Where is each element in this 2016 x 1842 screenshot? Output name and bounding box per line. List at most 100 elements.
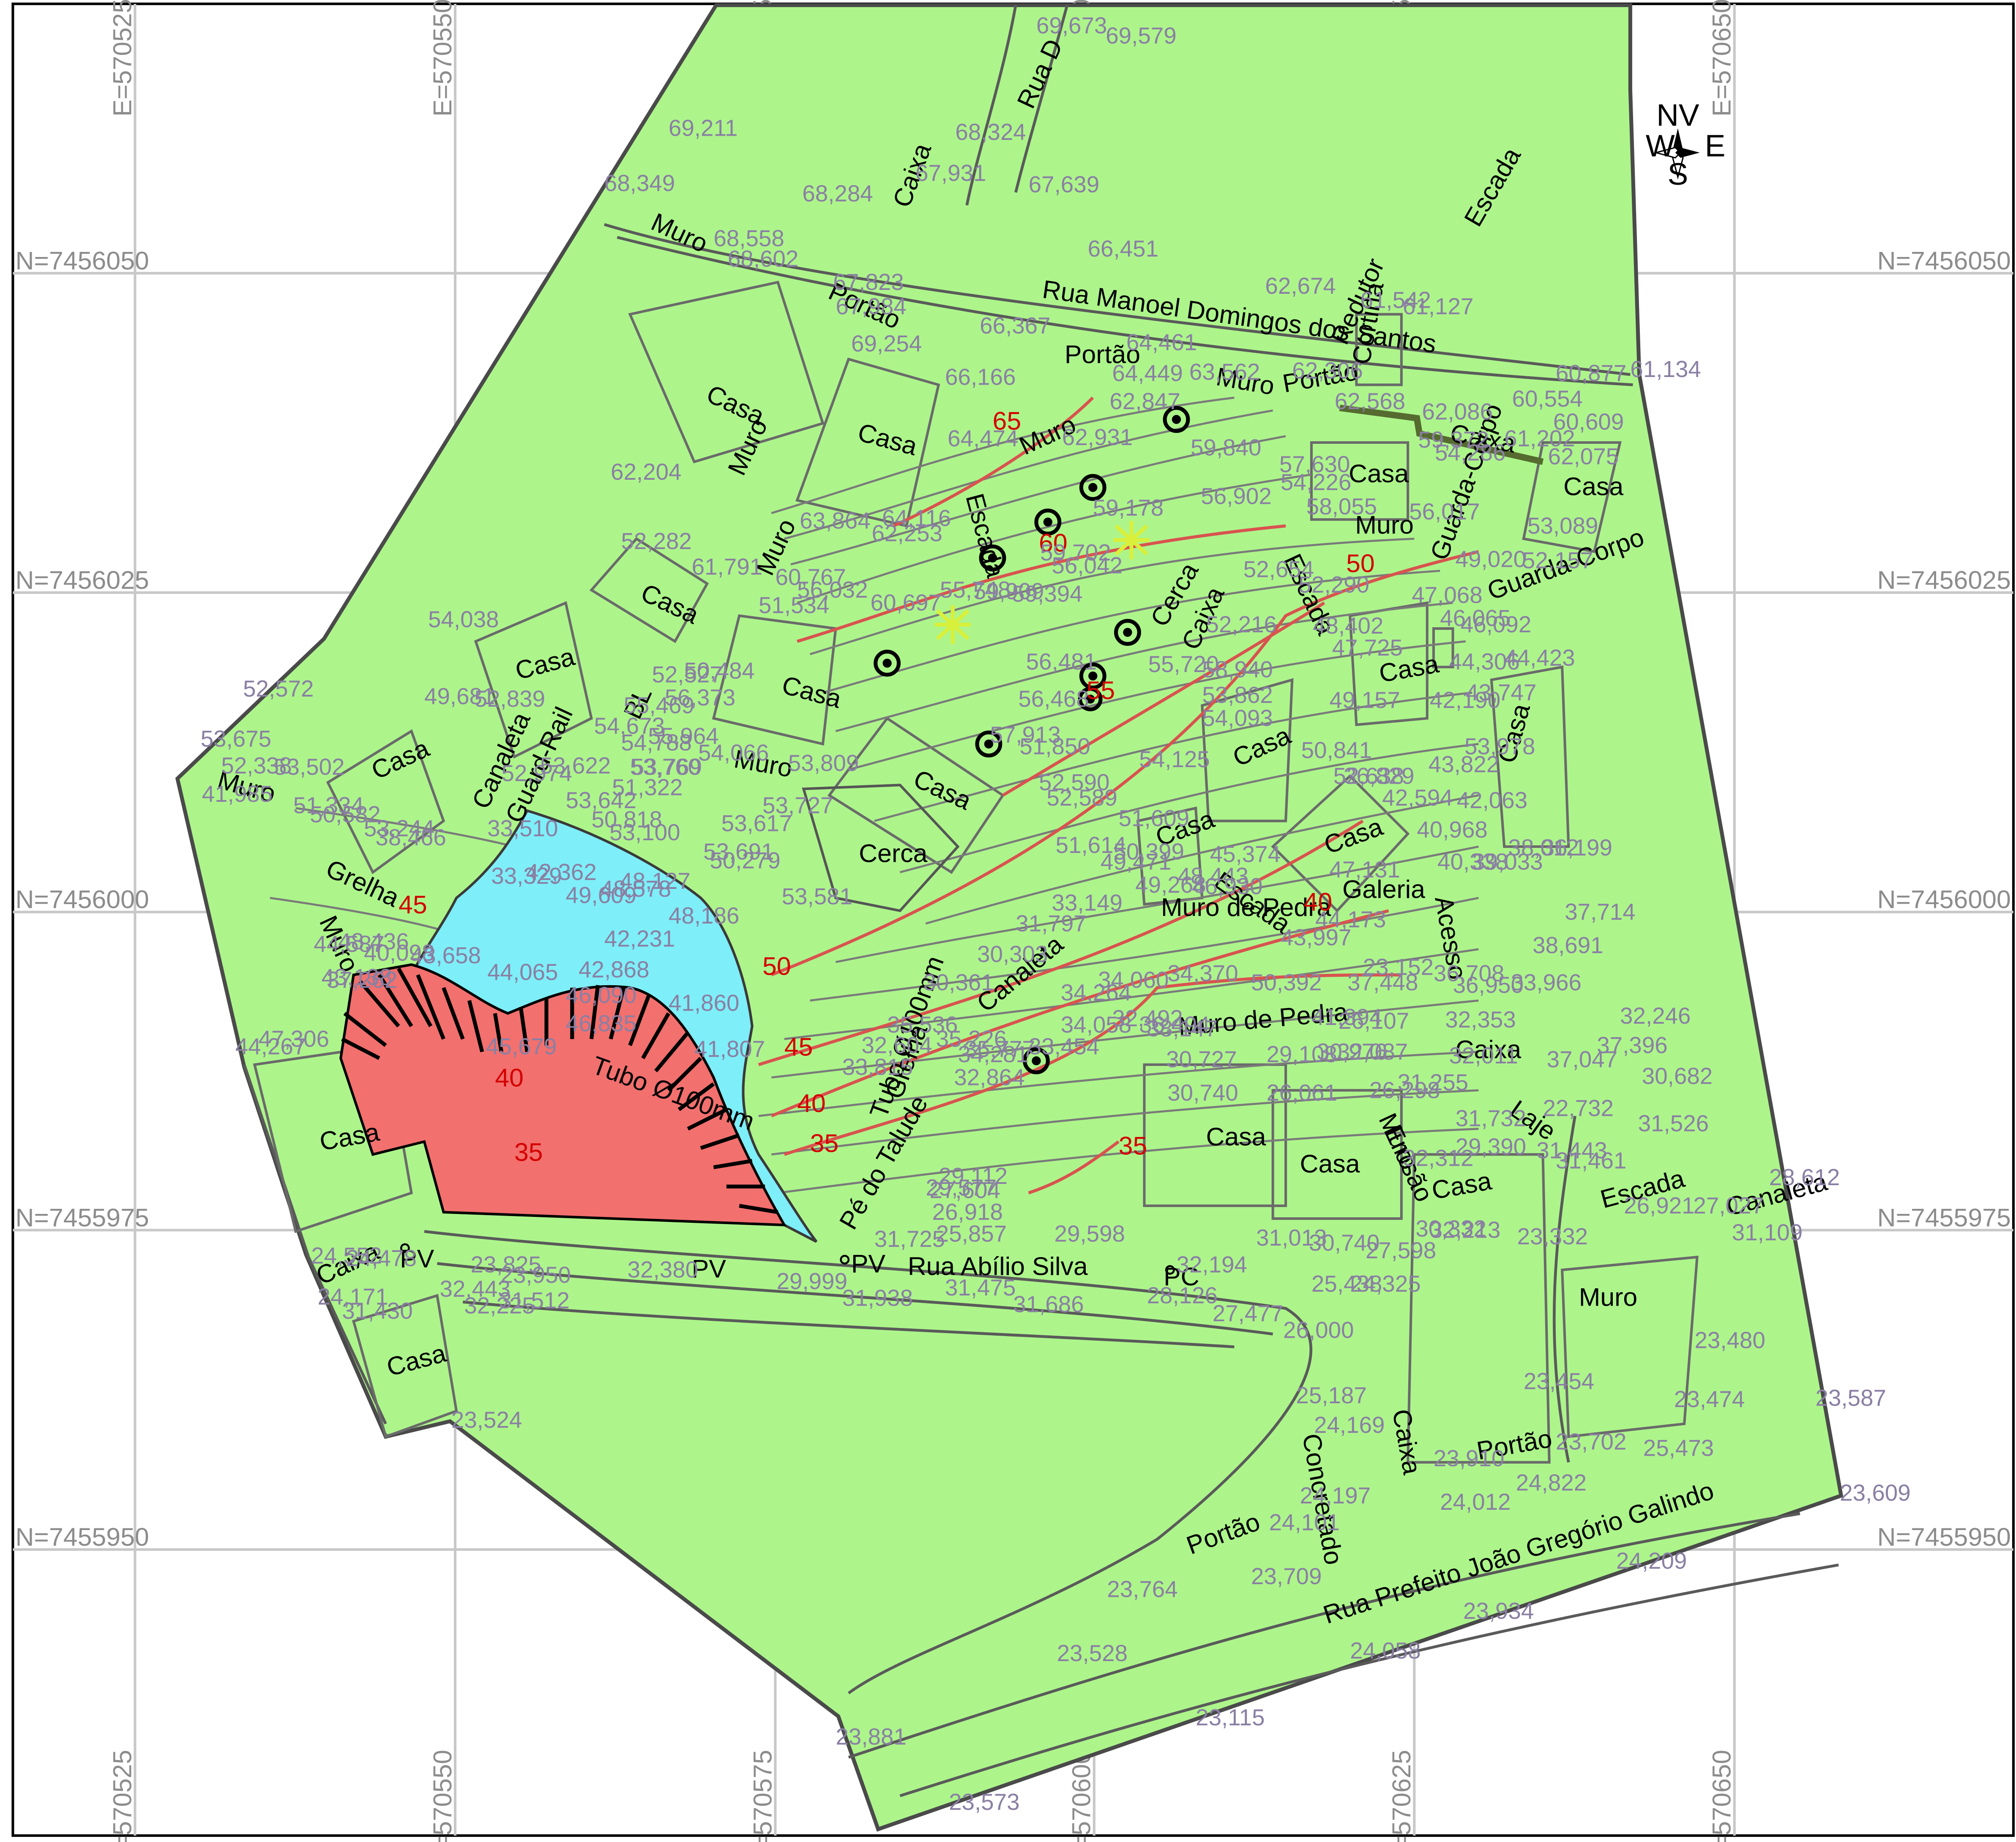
spot-height-label: 54,038 [428,606,499,632]
spot-height-label: 51,614 [1056,832,1126,858]
spot-height-label: 24,197 [1300,1482,1371,1509]
spot-height-label: 52,527 [652,661,722,688]
spot-height-label: 56,902 [1201,483,1271,509]
spot-height-label: 60,609 [1553,409,1624,435]
spot-height-label: 44,065 [487,959,558,985]
spot-height-label: 56,373 [665,684,735,711]
tree-icon [1034,508,1062,536]
cortina-wall [1339,404,1544,465]
feature-label: Casa [1563,472,1623,501]
spot-height-label: 37,047 [1547,1046,1617,1072]
feature-label: Galeria [1342,875,1425,903]
compass-label-south: S [1668,157,1688,191]
northing-label: N=7456050 [16,246,149,275]
spot-height-label: 47,306 [258,1025,329,1052]
spot-height-label: 53,244 [364,815,434,842]
spot-height-label: 52,974 [501,760,572,786]
spot-height-label: 50,392 [1251,969,1322,995]
spot-height-label: 36,199 [1541,834,1612,861]
spot-height-label: 53,089 [1527,513,1598,539]
contour-lines [270,396,1479,1194]
erosion-hatching [341,967,779,1214]
spot-height-label: 23,152 [1363,954,1434,980]
contour-label: 50 [762,952,791,981]
spot-height-label: 30,361 [923,969,994,995]
feature-label: Cerca [859,839,927,867]
spot-height-label: 42,594 [1382,784,1453,811]
spot-height-label: 37,396 [1597,1032,1667,1058]
spot-height-label: 43,822 [1429,751,1499,777]
spot-height-label: 41,807 [694,1036,765,1062]
contour-40 [770,909,1389,1118]
feature-label: Casa [1206,1122,1266,1151]
spot-height-label: 66,451 [1088,235,1158,262]
feature-label: Casa [1300,1149,1360,1178]
spot-height-label: 29,390 [1456,1133,1526,1159]
spot-height-label: 24,012 [1440,1489,1511,1515]
spot-height-label: 52,338 [221,752,292,779]
spot-height-label: 42,868 [579,957,649,983]
easting-label: E=570650 [1707,0,1736,117]
contour-label: 35 [810,1129,839,1157]
spot-height-label: 52,282 [621,528,691,554]
spot-height-label: 30,682 [1642,1063,1713,1089]
spot-height-label: 23,825 [470,1252,541,1278]
spot-height-label: 32,225 [464,1293,535,1319]
spot-height-label: 33,454 [1029,1033,1099,1060]
spot-height-label: 35,777 [964,1036,1035,1062]
contour-label: 50 [1346,549,1375,578]
spot-height-label: 61,202 [1504,425,1575,451]
easting-label: E=570525 [108,1750,137,1842]
spot-height-label: 38,012 [1508,834,1579,861]
spot-height-label: 42,190 [1430,687,1500,713]
spot-height-label: 46,835 [566,1010,636,1036]
spot-height-label: 32,492 [1112,1005,1183,1031]
spot-height-label: 53,862 [1202,682,1273,708]
spot-height-label: 37,714 [1565,899,1635,925]
spot-height-label: 23,528 [1057,1640,1128,1666]
spot-height-label: 29,999 [776,1268,847,1294]
spot-height-label: 23,524 [451,1407,522,1433]
contour-label: 55 [1087,676,1115,705]
spot-height-label: 67,931 [915,160,986,186]
spot-height-label: 57,913 [990,721,1060,748]
contour-label: 35 [514,1138,543,1167]
easting-label: E=570550 [428,0,457,117]
spot-height-label: 53,691 [703,838,774,864]
spot-height-label: 31,686 [1013,1291,1084,1317]
contour-label: 65 [992,407,1021,435]
spot-height-label: 23,764 [1107,1576,1177,1602]
spot-height-label: 66,367 [980,312,1050,339]
spot-height-label: 32,353 [1445,1006,1516,1033]
spot-height-label: 30,740 [1167,1080,1238,1106]
spot-height-label: 53,622 [540,752,611,779]
spot-height-label: 62,253 [872,520,942,547]
feature-label: Casa [1349,459,1409,488]
spot-height-label: 49,609 [566,882,636,908]
spot-height-label: 59,909 [973,578,1044,604]
spot-height-label: 53,617 [721,810,792,836]
spot-height-label: 29,598 [1054,1221,1125,1247]
spot-height-label: 23,702 [1556,1428,1626,1454]
spot-height-label: 29,577 [926,1175,996,1201]
spot-height-label: 37,448 [1347,969,1418,995]
northing-label: N=7455950 [16,1522,149,1551]
spot-height-label: 50,818 [591,806,662,833]
spot-height-label: 52,839 [475,686,545,712]
spot-height-label: 42,362 [526,859,596,885]
spot-height-label: 41,860 [669,989,739,1016]
contour-45 [758,820,1364,1066]
spot-height-label: 54,673 [594,713,664,739]
spot-height-label: 64,116 [882,505,951,531]
contour-label: 40 [797,1089,826,1118]
spot-height-label: 47,725 [1332,634,1403,661]
manhole-icon [1165,1265,1175,1275]
feature-label: Portão [1065,340,1140,369]
northing-label: N=7456050 [1877,246,2011,275]
spot-height-label: 59,178 [1093,495,1164,521]
spot-height-label: 51,534 [759,592,829,618]
spot-height-label: 36,708 [1434,960,1504,987]
spot-height-label: 52,290 [1299,571,1369,598]
street-lines [243,5,1839,1797]
spot-height-label: 31,013 [1256,1224,1327,1251]
